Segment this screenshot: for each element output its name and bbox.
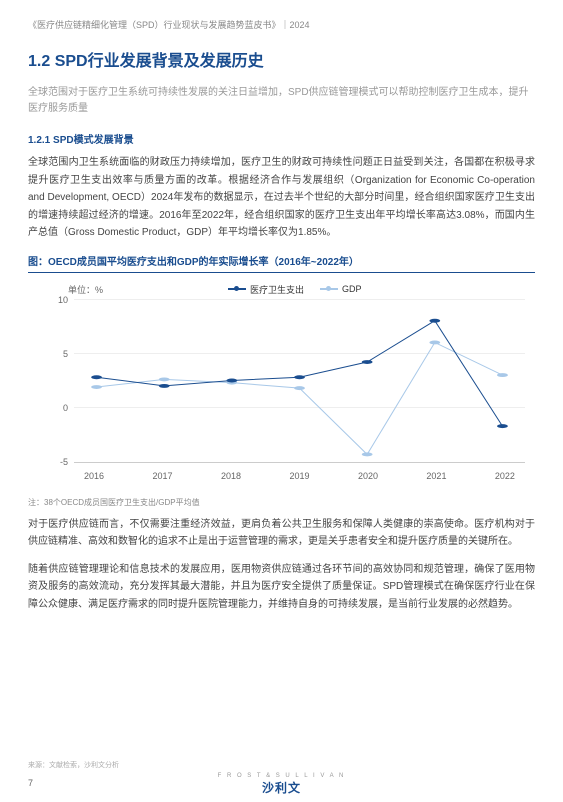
section-title: 1.2 SPD行业发展背景及发展历史 (28, 47, 535, 71)
subsection-title: 1.2.1 SPD模式发展背景 (28, 131, 535, 146)
source-note: 来源：文献检索，沙利文分析 (28, 760, 119, 770)
chart-title: 图：OECD成员国平均医疗支出和GDP的年实际增长率（2016年~2022年） (28, 257, 359, 268)
chart-unit: 单位：% (68, 283, 103, 296)
paragraph-2: 对于医疗供应链而言，不仅需要注重经济效益，更肩负着公共卫生服务和保障人类健康的崇… (28, 516, 535, 551)
line-chart: 单位：% 医疗卫生支出 GDP 10 5 0 -5 20162017201820… (28, 279, 535, 489)
footer-main: 沙利文 (0, 779, 563, 796)
doc-header: 《医疗供应链精细化管理（SPD）行业现状与发展趋势蓝皮书》｜2024 (28, 18, 535, 31)
chart-note: 注：38个OECD成员国医疗卫生支出/GDP平均值 (28, 497, 535, 508)
plot-area (74, 299, 525, 463)
paragraph-1: 全球范围内卫生系统面临的财政压力持续增加，医疗卫生的财政可持续性问题正日益受到关… (28, 154, 535, 242)
section-subtitle: 全球范围对于医疗卫生系统可持续性发展的关注日益增加，SPD供应链管理模式可以帮助… (28, 85, 535, 117)
chart-legend: 医疗卫生支出 GDP (228, 283, 362, 296)
legend-health: 医疗卫生支出 (250, 283, 304, 296)
legend-gdp: GDP (342, 284, 362, 294)
y-axis: 10 5 0 -5 (54, 299, 68, 463)
footer-brand: F R O S T & S U L L I V A N 沙利文 (0, 773, 563, 796)
x-axis: 2016201720182019202020212022 (74, 471, 525, 481)
paragraph-3: 随着供应链管理理论和信息技术的发展应用，医用物资供应链通过各环节间的高效协同和规… (28, 561, 535, 614)
